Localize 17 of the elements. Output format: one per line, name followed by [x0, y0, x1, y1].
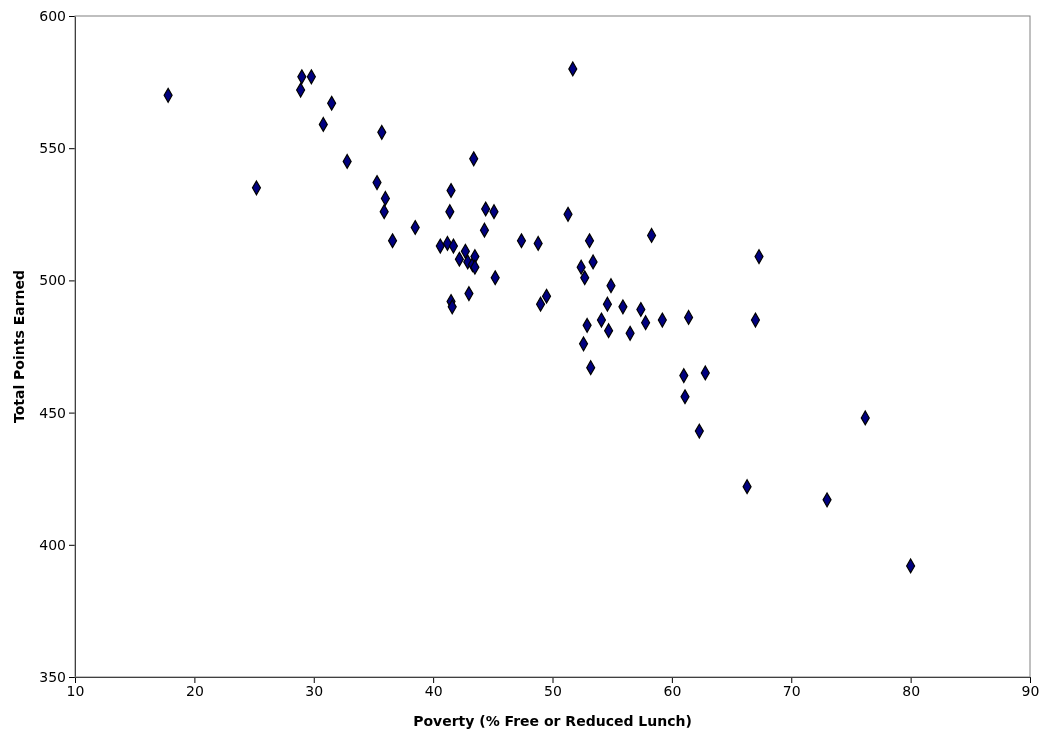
y-tick-label: 550: [39, 140, 66, 157]
x-tick-label: 40: [424, 682, 443, 699]
x-tick-label: 20: [185, 682, 204, 699]
x-tick-label: 90: [1021, 682, 1040, 699]
y-tick-label: 450: [39, 404, 66, 421]
x-axis-title: Poverty (% Free or Reduced Lunch): [413, 713, 692, 729]
y-tick-label: 400: [39, 536, 66, 553]
x-tick-label: 80: [902, 682, 921, 699]
x-tick-label: 50: [544, 682, 562, 699]
x-tick-label: 30: [305, 682, 324, 699]
x-tick-label: 70: [782, 682, 801, 699]
y-tick-label: 500: [39, 272, 66, 289]
y-tick-label: 350: [39, 668, 66, 685]
y-axis-title: Total Points Earned: [11, 269, 27, 424]
x-tick-label: 10: [66, 682, 85, 699]
y-tick-label: 600: [39, 7, 66, 24]
x-tick-label: 60: [663, 682, 682, 699]
